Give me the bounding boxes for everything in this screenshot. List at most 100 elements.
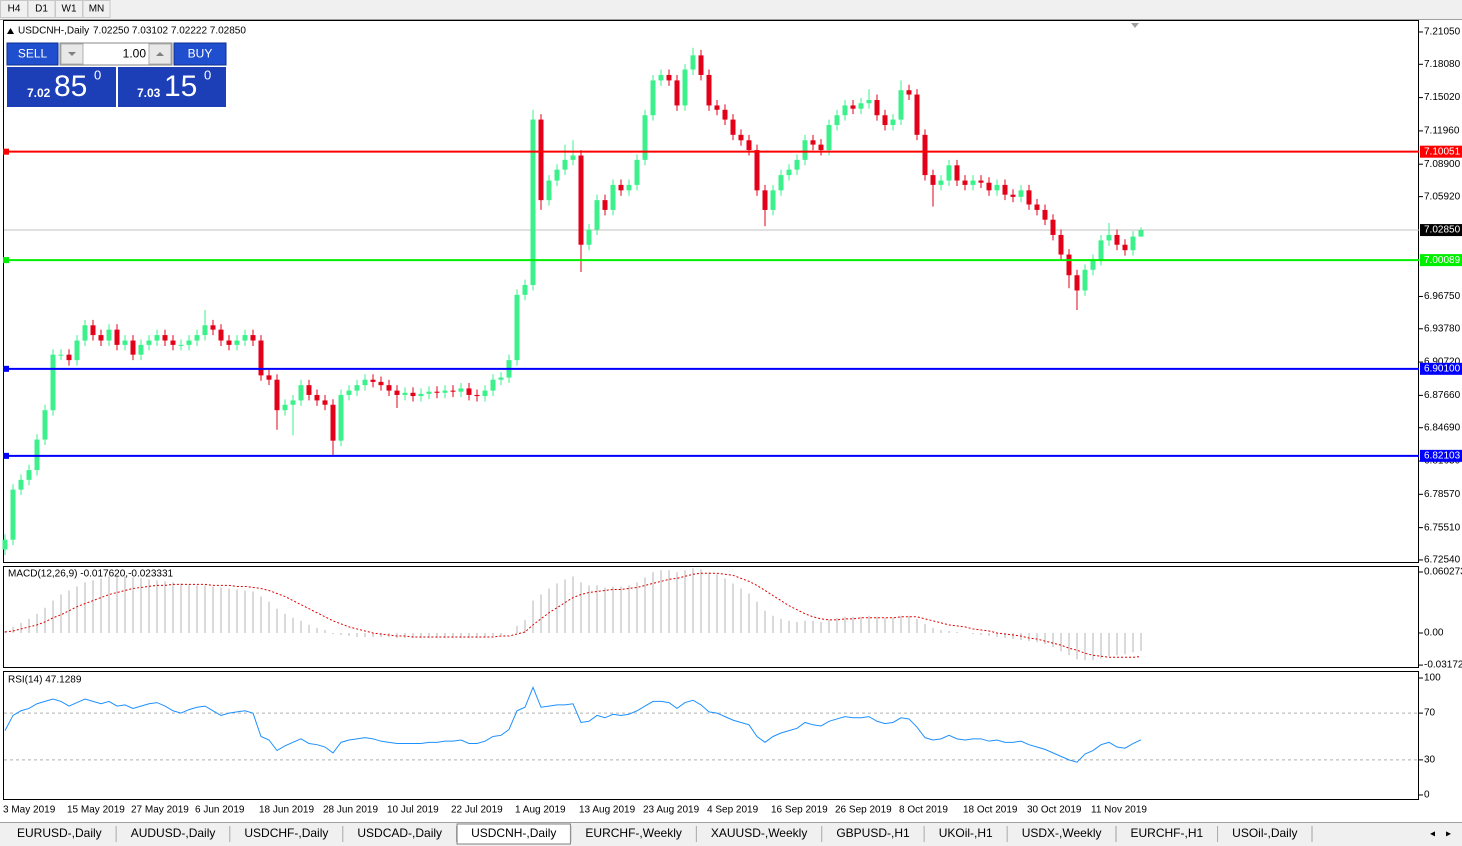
symbol-tab[interactable] (696, 824, 822, 844)
level-handle (3, 148, 9, 155)
lot-input[interactable] (59, 42, 173, 66)
rsi-title: RSI(14) 47.1289 (8, 675, 82, 686)
symbol-tab-label[interactable]: USOil-,Daily (1232, 826, 1297, 840)
candle-body (1010, 194, 1016, 197)
ask-box[interactable] (118, 67, 226, 107)
symbol-tab[interactable] (3, 824, 116, 844)
lot-value[interactable]: 1.00 (123, 47, 147, 61)
level-label: 6.82103 (1424, 451, 1461, 462)
symbol-tab-label[interactable]: EURCHF-,Weekly (585, 826, 681, 840)
symbol-tab[interactable] (1218, 824, 1312, 844)
candle-body (306, 385, 312, 395)
symbol-tab-label[interactable]: USDCHF-,Daily (244, 826, 328, 840)
candle-body (338, 394, 344, 441)
y-tick-label: 6.72540 (1424, 555, 1461, 566)
timeframe-button[interactable] (82, 0, 111, 18)
candle-body (802, 140, 808, 160)
candle-body (106, 329, 112, 341)
candle-body (242, 335, 248, 341)
timeframe-label[interactable]: MN (89, 4, 105, 15)
symbol-tab-label[interactable]: USDX-,Weekly (1022, 826, 1102, 840)
candle-body (634, 159, 640, 185)
y-tick-label: 6.84690 (1424, 422, 1461, 433)
y-tick-label: 6.90720 (1424, 357, 1461, 368)
x-tick-label: 18 Oct 2019 (963, 805, 1018, 816)
candle-body (762, 190, 768, 210)
candle-body (914, 94, 920, 135)
candle-body (410, 392, 416, 397)
candle-body (922, 134, 928, 176)
symbol-tab[interactable] (571, 824, 696, 844)
symbol-tab[interactable] (343, 824, 457, 844)
macd-title: MACD(12,26,9) -0.017620,-0.023331 (8, 569, 174, 580)
bid-box[interactable] (7, 67, 116, 107)
tab-scroll-left[interactable]: ◂ (1430, 829, 1435, 840)
sell-button[interactable] (6, 42, 59, 66)
x-tick-label: 23 Aug 2019 (643, 805, 700, 816)
candle-body (386, 385, 392, 391)
level-handle (3, 365, 9, 372)
lot-down-arrow (68, 52, 76, 56)
symbol-tab-label[interactable]: XAUUSD-,Weekly (711, 826, 807, 840)
candle-body (1058, 234, 1064, 255)
candle-body (258, 340, 264, 376)
y-tick-label: 6.87660 (1424, 390, 1461, 401)
tab-scroll-right[interactable]: ▸ (1446, 829, 1451, 840)
symbol-tab-label[interactable]: AUDUSD-,Daily (131, 826, 216, 840)
candle-body (794, 159, 800, 170)
timeframe-label[interactable]: D1 (35, 4, 48, 15)
symbol-tab-label[interactable]: EURUSD-,Daily (17, 826, 102, 840)
timeframe-label[interactable]: W1 (62, 4, 77, 15)
candle-body (354, 385, 360, 391)
symbol-tab[interactable] (1007, 824, 1116, 844)
candle-body (330, 404, 336, 441)
y-tick-label: 0.060273 (1424, 567, 1462, 578)
candle-body (666, 74, 672, 81)
symbol-tab[interactable] (822, 824, 924, 844)
candle-body (138, 344, 144, 355)
symbol-tab-label[interactable]: USDCNH-,Daily (471, 826, 556, 840)
y-tick-label: -0.031725 (1424, 660, 1462, 671)
candle-body (578, 155, 584, 245)
y-tick-label: 7.18080 (1424, 59, 1461, 70)
symbol-tab[interactable] (230, 824, 343, 844)
candle-body (530, 119, 536, 286)
candle-body (994, 184, 1000, 191)
candle-body (314, 394, 320, 401)
candle-body (122, 340, 128, 345)
symbol-tab[interactable] (1116, 824, 1218, 844)
candle-body (178, 344, 184, 346)
symbol-tab-label[interactable]: EURCHF-,H1 (1131, 826, 1204, 840)
candle-body (346, 390, 352, 395)
candle-body (418, 393, 424, 397)
ask-prefix: 7.03 (137, 86, 161, 100)
candle-body (778, 175, 784, 191)
candle-body (722, 109, 728, 120)
symbol-tab[interactable] (116, 824, 230, 844)
candle-body (770, 190, 776, 210)
candle-body (962, 180, 968, 185)
buy-label[interactable]: BUY (188, 47, 213, 61)
candle-body (746, 140, 752, 151)
candle-body (698, 55, 704, 75)
symbol-tab-label[interactable]: UKOil-,H1 (939, 826, 993, 840)
y-tick-label: 6.78570 (1424, 489, 1461, 500)
rsi-line (4, 686, 1142, 763)
candle-body (810, 140, 816, 145)
candle-body (474, 394, 480, 397)
symbol-tab[interactable] (924, 824, 1007, 844)
sell-label[interactable]: SELL (18, 47, 48, 61)
symbol-tab-label[interactable]: USDCAD-,Daily (357, 826, 442, 840)
candle-body (658, 74, 664, 81)
candle-body (98, 335, 104, 341)
candle-body (1026, 190, 1032, 205)
timeframe-label[interactable]: H4 (8, 4, 21, 15)
candle-body (402, 392, 408, 395)
candle-body (442, 390, 448, 393)
symbol-tab-label[interactable]: GBPUSD-,H1 (836, 826, 910, 840)
current-price-label: 7.02850 (1424, 225, 1461, 236)
buy-button[interactable] (173, 42, 227, 66)
candle-body (490, 379, 496, 391)
candle-body (90, 325, 96, 336)
candle-body (250, 335, 256, 341)
